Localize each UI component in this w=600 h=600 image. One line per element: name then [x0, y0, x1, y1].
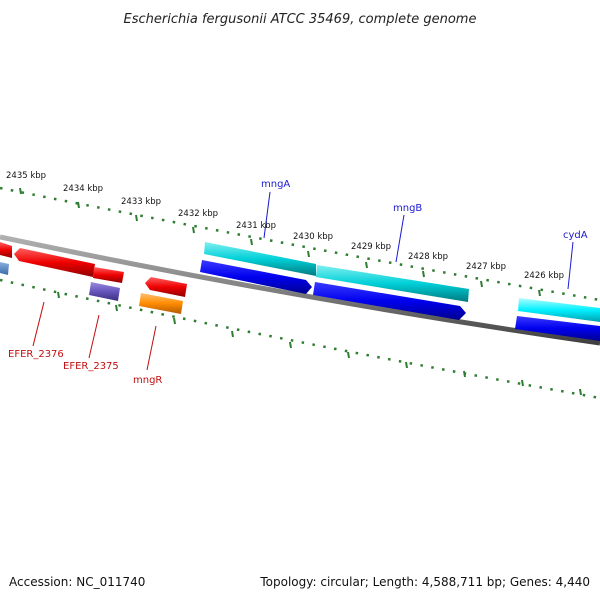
cydA-cds-arrow[interactable]	[515, 316, 600, 341]
mngB-cds-arrow[interactable]	[313, 282, 466, 320]
topology-text: Topology: circular; Length: 4,588,711 bp…	[259, 575, 590, 589]
gene-leader-lines	[32, 191, 574, 371]
efer2376-cds-arrow[interactable]	[14, 248, 95, 277]
cydA-track-feature[interactable]	[518, 298, 600, 322]
scale-label: 2431 kbp	[236, 221, 276, 231]
outer-scale-ticks	[0, 186, 600, 302]
gene-label-mngR[interactable]: mngR	[133, 375, 162, 386]
reverse-features	[0, 242, 187, 314]
scale-label: 2429 kbp	[351, 242, 391, 252]
forward-track-features	[204, 242, 600, 322]
scale-label: 2427 kbp	[466, 262, 506, 272]
scale-labels: 2435 kbp 2434 kbp 2433 kbp 2432 kbp 2431…	[6, 171, 564, 281]
mngR-cds-arrow[interactable]	[145, 277, 187, 297]
scale-label: 2435 kbp	[6, 171, 46, 181]
scale-label: 2433 kbp	[121, 197, 161, 207]
left-edge-other-feature[interactable]	[0, 262, 9, 275]
genome-backbone	[0, 234, 600, 346]
scale-label: 2426 kbp	[524, 271, 564, 281]
accession-text: Accession: NC_011740	[9, 575, 145, 589]
scale-label: 2432 kbp	[178, 209, 218, 219]
mngB-track-feature[interactable]	[316, 265, 469, 302]
page-title: Escherichia fergusonii ATCC 35469, compl…	[124, 12, 477, 27]
gene-labels: mngA mngB cydA EFER_2376 EFER_2375 mngR	[8, 179, 588, 386]
gene-label-mngA[interactable]: mngA	[261, 179, 290, 190]
mngR-track-feature[interactable]	[139, 293, 183, 314]
gene-label-efer2376[interactable]: EFER_2376	[8, 349, 64, 360]
inner-scale-ticks	[0, 278, 600, 400]
scale-label: 2430 kbp	[293, 232, 333, 242]
gene-label-efer2375[interactable]: EFER_2375	[63, 361, 119, 372]
mngA-track-feature[interactable]	[204, 242, 316, 276]
scale-label: 2428 kbp	[408, 252, 448, 262]
gene-label-mngB[interactable]: mngB	[393, 203, 422, 214]
left-edge-reverse-cds[interactable]	[0, 242, 12, 258]
mngA-cds-arrow[interactable]	[200, 260, 312, 294]
efer2375-cds-arrow[interactable]	[93, 267, 124, 283]
scale-label: 2434 kbp	[63, 184, 103, 194]
efer2375-feature[interactable]	[89, 282, 120, 301]
forward-cds-arrows	[200, 260, 600, 341]
gene-label-cydA[interactable]: cydA	[563, 230, 588, 241]
